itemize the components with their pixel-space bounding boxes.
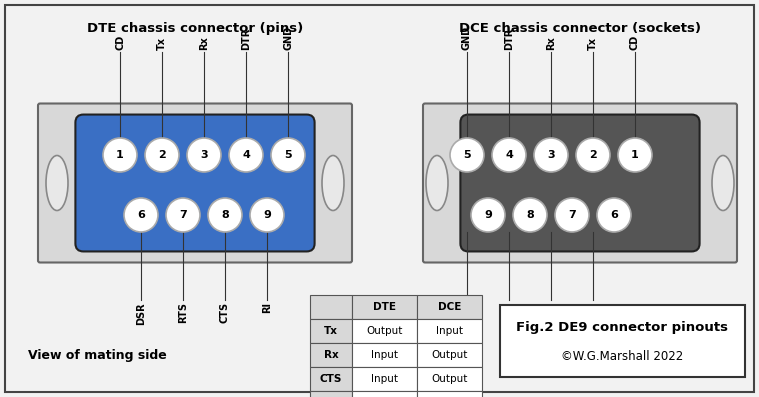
Text: 8: 8 [526,210,534,220]
Text: 9: 9 [263,210,271,220]
FancyBboxPatch shape [75,115,314,251]
Circle shape [618,138,652,172]
Bar [500,305,745,377]
Text: 4: 4 [242,150,250,160]
Text: Rx: Rx [199,36,209,50]
Text: DCE chassis connector (sockets): DCE chassis connector (sockets) [459,22,701,35]
Text: 7: 7 [568,210,576,220]
Circle shape [145,138,179,172]
Bar [310,319,352,343]
Text: 1: 1 [631,150,639,160]
Text: RTS: RTS [178,302,188,323]
Text: 3: 3 [547,150,555,160]
Ellipse shape [712,156,734,210]
Circle shape [208,198,242,232]
FancyBboxPatch shape [461,115,700,251]
Text: 7: 7 [179,210,187,220]
Text: RI: RI [462,302,472,313]
Circle shape [124,198,158,232]
Text: 5: 5 [463,150,471,160]
Circle shape [492,138,526,172]
Text: GND: GND [462,26,472,50]
Text: Tx: Tx [157,37,167,50]
Text: 1: 1 [116,150,124,160]
Bar [310,391,352,397]
FancyBboxPatch shape [423,104,737,262]
Text: Input: Input [436,326,463,336]
Text: 6: 6 [610,210,618,220]
Bar [417,343,482,367]
Text: View of mating side: View of mating side [28,349,167,362]
Text: Output: Output [367,326,403,336]
Text: DTR: DTR [241,28,251,50]
Text: Rx: Rx [546,36,556,50]
Text: 8: 8 [221,210,229,220]
Text: DTE: DTE [373,302,396,312]
Circle shape [166,198,200,232]
Circle shape [229,138,263,172]
Text: DTR: DTR [504,28,514,50]
Circle shape [103,138,137,172]
Circle shape [597,198,631,232]
Ellipse shape [426,156,448,210]
Bar [310,295,352,319]
Text: 2: 2 [158,150,166,160]
Text: DTE chassis connector (pins): DTE chassis connector (pins) [87,22,303,35]
Text: DCE: DCE [438,302,461,312]
Circle shape [471,198,505,232]
Text: Fig.2 DE9 connector pinouts: Fig.2 DE9 connector pinouts [517,320,729,333]
Text: GND: GND [283,26,293,50]
Text: CD: CD [115,35,125,50]
Text: Input: Input [371,350,398,360]
Text: Output: Output [431,350,468,360]
Circle shape [187,138,221,172]
Bar [310,343,352,367]
Text: 5: 5 [284,150,291,160]
Text: DSR: DSR [136,302,146,325]
Bar [417,295,482,319]
Bar [417,319,482,343]
Text: RTS: RTS [546,302,556,323]
Text: RI: RI [262,302,272,313]
Text: 4: 4 [505,150,513,160]
Text: 3: 3 [200,150,208,160]
Text: 2: 2 [589,150,597,160]
Bar [417,391,482,397]
Text: CTS: CTS [320,374,342,384]
Text: Output: Output [431,374,468,384]
Text: Tx: Tx [588,37,598,50]
Text: 9: 9 [484,210,492,220]
Text: 6: 6 [137,210,145,220]
Circle shape [450,138,484,172]
Text: DSR: DSR [588,302,598,325]
Bar [352,295,417,319]
Circle shape [534,138,568,172]
Circle shape [576,138,610,172]
Ellipse shape [46,156,68,210]
Circle shape [555,198,589,232]
Text: Tx: Tx [324,326,338,336]
Text: CD: CD [630,35,640,50]
Circle shape [250,198,284,232]
Text: CTS: CTS [504,302,514,323]
Circle shape [513,198,547,232]
Text: ©W.G.Marshall 2022: ©W.G.Marshall 2022 [562,351,684,364]
FancyBboxPatch shape [38,104,352,262]
Bar [352,391,417,397]
Text: CTS: CTS [220,302,230,323]
Text: Input: Input [371,374,398,384]
Bar [352,343,417,367]
Text: Rx: Rx [323,350,339,360]
Bar [352,367,417,391]
Bar [310,367,352,391]
Bar [417,367,482,391]
Ellipse shape [322,156,344,210]
Circle shape [271,138,305,172]
Bar [352,319,417,343]
